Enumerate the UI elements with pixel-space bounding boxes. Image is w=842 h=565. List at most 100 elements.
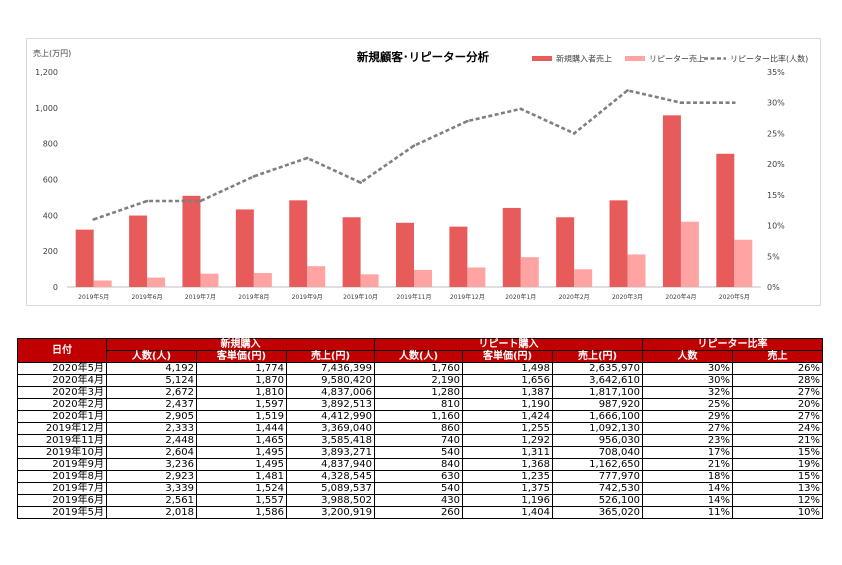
cell-repeat-unit-price: 1,656 — [462, 374, 554, 387]
bar-repeat-sales — [520, 257, 539, 287]
cell-repeat-sales: 3,642,610 — [552, 374, 644, 387]
cell-new-count: 2,672 — [106, 386, 197, 399]
header-repeat-unit-price: 客単価(円) — [462, 350, 554, 363]
header-ratio-sales: 売上 — [732, 350, 824, 363]
table-row: 2019年7月 3,339 1,524 5,089,537 540 1,375 742,53… — [17, 482, 824, 495]
cell-ratio-sales: 12% — [732, 494, 824, 507]
cell-repeat-count: 430 — [374, 494, 464, 507]
bar-repeat-sales — [414, 269, 432, 287]
bar-new-sales — [129, 215, 148, 287]
header-new-unit-price: 客単価(円) — [196, 350, 287, 363]
bar-new-sales — [182, 195, 201, 287]
table-row: 2019年10月 2,604 1,495 3,893,271 540 1,311 708,0… — [17, 446, 824, 459]
cell-repeat-unit-price: 1,368 — [462, 458, 554, 471]
cell-repeat-sales: 365,020 — [552, 506, 644, 519]
table-row: 2020年3月 2,672 1,810 4,837,006 1,280 1,387 1,81… — [17, 386, 824, 399]
y-tick-label: 600 — [43, 176, 58, 185]
y2-tick-label: 30% — [767, 99, 785, 108]
cell-new-count: 2,604 — [106, 446, 197, 459]
header-group-new: 新規購入 — [105, 338, 376, 351]
chart-container: 新規顧客･リピーター分析 売上(万円) 0 200 400 600 800 1,000 1,20… — [26, 38, 821, 306]
cell-ratio-count: 30% — [642, 362, 734, 375]
bar-new-sales — [502, 207, 521, 287]
cell-new-sales: 3,200,919 — [285, 506, 376, 519]
cell-new-sales: 3,585,418 — [285, 434, 376, 447]
cell-repeat-unit-price: 1,196 — [462, 494, 554, 507]
x-tick-label: 2019年8月 — [238, 293, 269, 301]
y-tick-label: 400 — [43, 211, 58, 220]
bar-repeat-sales — [734, 239, 753, 287]
cell-repeat-count: 860 — [374, 422, 464, 435]
table-row: 2020年4月 5,124 1,870 9,580,420 2,190 1,656 3,64… — [17, 374, 824, 387]
table-row: 2019年6月 2,561 1,557 3,988,502 430 1,196 526,10… — [17, 494, 824, 507]
cell-new-count: 3,339 — [106, 482, 197, 495]
x-tick-label: 2019年9月 — [292, 293, 323, 301]
bar-repeat-sales — [307, 266, 326, 287]
cell-new-unit-price: 1,774 — [196, 362, 287, 375]
x-tick-label: 2019年7月 — [185, 293, 216, 301]
cell-ratio-count: 11% — [642, 506, 734, 519]
table-row: 2019年5月 2,018 1,586 3,200,919 260 1,404 365,02… — [17, 506, 824, 519]
cell-date: 2019年10月 — [17, 446, 107, 459]
x-tick-label: 2020年3月 — [612, 293, 643, 301]
cell-repeat-sales: 708,040 — [552, 446, 644, 459]
cell-new-count: 2,561 — [106, 494, 197, 507]
bar-new-sales — [716, 153, 735, 287]
cell-new-count: 5,124 — [106, 374, 197, 387]
cell-ratio-sales: 24% — [732, 422, 824, 435]
x-tick-label: 2020年2月 — [559, 293, 590, 301]
cell-repeat-unit-price: 1,404 — [462, 506, 554, 519]
cell-new-unit-price: 1,465 — [196, 434, 287, 447]
table-header-row-1: 日付 新規購入 リピート購入 リピーター比率 — [17, 338, 824, 363]
table-row: 2020年5月 4,192 1,774 7,436,399 1,760 1,498 2,63… — [17, 362, 824, 375]
cell-new-unit-price: 1,810 — [196, 386, 287, 399]
cell-new-sales: 4,328,545 — [285, 470, 376, 483]
header-group-repeat: リピート購入 — [374, 338, 644, 351]
cell-date: 2020年3月 — [17, 386, 107, 399]
cell-repeat-sales: 1,666,100 — [552, 410, 644, 423]
cell-new-unit-price: 1,557 — [196, 494, 287, 507]
bar-new-sales — [662, 115, 681, 287]
cell-date: 2019年12月 — [17, 422, 107, 435]
cell-ratio-sales: 26% — [732, 362, 824, 375]
cell-repeat-unit-price: 1,255 — [462, 422, 554, 435]
cell-ratio-count: 17% — [642, 446, 734, 459]
cell-date: 2019年11月 — [17, 434, 107, 447]
bar-repeat-sales — [147, 277, 166, 287]
cell-ratio-count: 29% — [642, 410, 734, 423]
legend-repeat-sales-swatch — [625, 56, 645, 61]
cell-new-count: 2,923 — [106, 470, 197, 483]
legend-new-sales-label: 新規購入者売上 — [556, 54, 612, 64]
header-new-sales: 売上(円) — [285, 350, 376, 363]
line-point — [626, 89, 629, 92]
cell-new-sales: 4,837,940 — [285, 458, 376, 471]
cell-repeat-unit-price: 1,292 — [462, 434, 554, 447]
cell-ratio-count: 30% — [642, 374, 734, 387]
bar-new-sales — [235, 209, 254, 287]
header-group-ratio: リピーター比率 — [642, 338, 824, 351]
cell-repeat-unit-price: 1,235 — [462, 470, 554, 483]
cell-repeat-unit-price: 1,375 — [462, 482, 554, 495]
cell-ratio-count: 18% — [642, 470, 734, 483]
cell-date: 2019年8月 — [17, 470, 107, 483]
cell-new-count: 3,236 — [106, 458, 197, 471]
cell-ratio-count: 25% — [642, 398, 734, 411]
y-tick-label: 200 — [43, 247, 58, 256]
cell-repeat-sales: 987,920 — [552, 398, 644, 411]
cell-repeat-unit-price: 1,190 — [462, 398, 554, 411]
cell-repeat-count: 540 — [374, 446, 464, 459]
cell-repeat-sales: 2,635,970 — [552, 362, 644, 375]
cell-repeat-count: 2,190 — [374, 374, 464, 387]
cell-repeat-unit-price: 1,387 — [462, 386, 554, 399]
cell-repeat-unit-price: 1,424 — [462, 410, 554, 423]
cell-ratio-sales: 27% — [732, 386, 824, 399]
header-repeat-count: 人数(人) — [374, 350, 464, 363]
table-row: 2020年1月 2,905 1,519 4,412,990 1,160 1,424 1,66… — [17, 410, 824, 423]
cell-date: 2020年4月 — [17, 374, 107, 387]
cell-new-count: 2,018 — [106, 506, 197, 519]
cell-new-sales: 3,892,513 — [285, 398, 376, 411]
line-repeat-ratio — [93, 88, 735, 221]
cell-ratio-count: 27% — [642, 422, 734, 435]
cell-date: 2020年1月 — [17, 410, 107, 423]
table-row: 2019年9月 3,236 1,495 4,837,940 840 1,368 1,162,… — [17, 458, 824, 471]
